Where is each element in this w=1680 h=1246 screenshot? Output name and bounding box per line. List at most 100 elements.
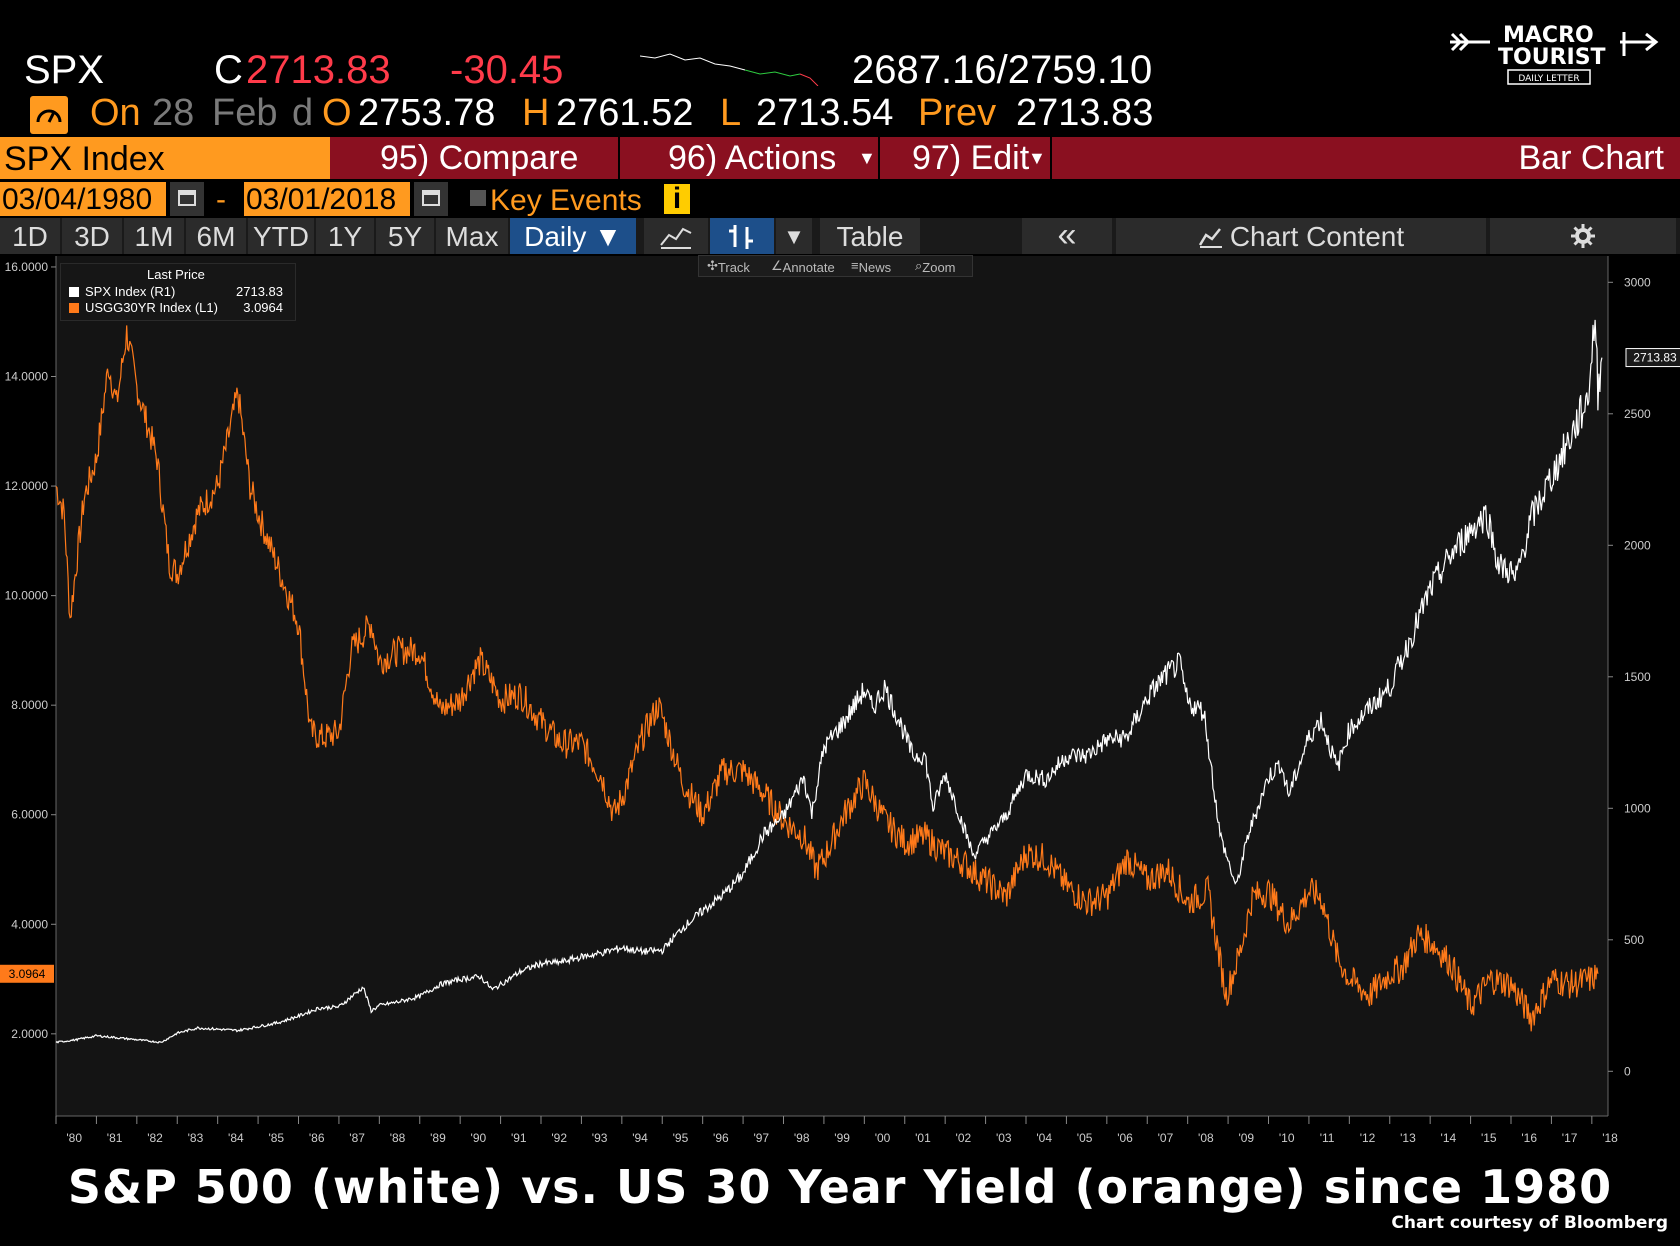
period-1d[interactable]: 1D xyxy=(0,218,60,254)
chart-content-button[interactable]: Chart Content xyxy=(1116,218,1486,254)
x-tick-label: '84 xyxy=(228,1131,244,1145)
high-label: H xyxy=(522,92,550,134)
x-tick-label: '07 xyxy=(1158,1131,1174,1145)
change-value: -30.45 xyxy=(450,48,564,92)
left-tick-label: 6.0000 xyxy=(11,808,48,822)
right-tick-label: 2000 xyxy=(1624,538,1651,552)
low-label: L xyxy=(720,92,742,134)
x-tick-label: '15 xyxy=(1481,1131,1497,1145)
period-5y[interactable]: 5Y xyxy=(376,218,434,254)
key-events-checkbox[interactable] xyxy=(470,190,486,206)
key-events-label: Key Events xyxy=(490,184,642,217)
settings-gear-icon[interactable] xyxy=(1490,218,1676,254)
logo-line2: TOURIST xyxy=(1498,45,1606,70)
legend-title: Last Price xyxy=(147,267,205,282)
x-tick-label: '11 xyxy=(1320,1131,1335,1145)
spx-series-line xyxy=(55,319,1603,1044)
x-tick-label: '95 xyxy=(673,1131,689,1145)
track-label: Track xyxy=(717,260,750,275)
start-date-input[interactable]: 03/04/1980 xyxy=(0,182,166,216)
edit-caret-icon[interactable]: ▼ xyxy=(1028,148,1046,168)
x-tick-label: '98 xyxy=(794,1131,810,1145)
spx-last-badge xyxy=(1625,348,1680,368)
logo-line3: DAILY LETTER xyxy=(1518,74,1579,84)
legend-swatch xyxy=(69,303,79,313)
open-label: O xyxy=(322,92,352,134)
annotate-tool[interactable]: ∠ Annotate xyxy=(771,258,835,275)
left-tick-label: 8.0000 xyxy=(11,698,48,712)
legend-item-spx[interactable]: SPX Index (R1) 2713.83 xyxy=(69,284,289,300)
left-tick-label: 4.0000 xyxy=(11,917,48,931)
zoom-tool[interactable]: ⌕ Zoom xyxy=(915,258,956,275)
x-tick-label: '93 xyxy=(592,1131,608,1145)
period-1m[interactable]: 1M xyxy=(124,218,184,254)
period-max[interactable]: Max xyxy=(436,218,508,254)
bar-chart-icon[interactable] xyxy=(710,218,774,254)
x-tick-label: '01 xyxy=(915,1131,931,1145)
prev-label: Prev xyxy=(918,92,997,134)
x-tick-label: '94 xyxy=(632,1131,648,1145)
info-icon[interactable]: i xyxy=(664,184,690,214)
chart-title: S&P 500 (white) vs. US 30 Year Yield (or… xyxy=(67,1160,1613,1214)
macro-tourist-logo: MACRO TOURIST DAILY LETTER xyxy=(1448,12,1668,90)
legend-item-yield[interactable]: USGG30YR Index (L1) 3.0964 xyxy=(69,300,289,316)
chart-tools-bar: ✣ Track ∠ Annotate ≡ News ⌕ Zoom xyxy=(698,255,973,277)
table-button[interactable]: Table xyxy=(820,218,920,254)
legend-label: USGG30YR Index (L1) xyxy=(85,300,218,315)
chart-type[interactable]: Bar Chart xyxy=(1518,139,1665,177)
track-tool[interactable]: ✣ Track xyxy=(707,258,750,275)
x-tick-label: '16 xyxy=(1521,1131,1537,1145)
plot-background xyxy=(56,256,1608,1116)
date-range-row: 03/04/1980 - 03/01/2018 Key Events i xyxy=(0,182,1680,218)
x-tick-label: '97 xyxy=(753,1131,769,1145)
period-ytd[interactable]: YTD xyxy=(248,218,314,254)
date-day: 28 xyxy=(152,92,195,134)
x-tick-label: '05 xyxy=(1077,1131,1093,1145)
d-label: d xyxy=(292,92,314,134)
ticker: SPX xyxy=(24,48,105,92)
annotate-label: Annotate xyxy=(782,260,835,275)
x-tick-label: '00 xyxy=(875,1131,891,1145)
x-tick-label: '09 xyxy=(1238,1131,1254,1145)
period-6m[interactable]: 6M xyxy=(186,218,246,254)
x-tick-label: '04 xyxy=(1036,1131,1052,1145)
collapse-button[interactable]: « xyxy=(1022,218,1112,254)
chart-style-dropdown[interactable]: ▼ xyxy=(776,218,812,254)
right-tick-label: 0 xyxy=(1624,1064,1631,1078)
x-tick-label: '85 xyxy=(268,1131,284,1145)
menu-separator xyxy=(1050,137,1052,179)
high-value: 2761.52 xyxy=(556,92,694,134)
quote-header: SPX C 2713.83 -30.45 2687.16/2759.10 xyxy=(0,40,1680,100)
zoom-label: Zoom xyxy=(922,260,956,275)
sparkline xyxy=(640,53,819,86)
chart-content-label: Chart Content xyxy=(1229,221,1405,252)
x-tick-label: '14 xyxy=(1441,1131,1457,1145)
menu-bar: SPX Index 95) Compare 96) Actions ▼ 97) … xyxy=(0,137,1680,179)
yield-series-line xyxy=(55,325,1599,1032)
compare-menu[interactable]: 95) Compare xyxy=(380,139,579,177)
legend-value: 2713.83 xyxy=(236,284,283,299)
period-3d[interactable]: 3D xyxy=(62,218,122,254)
actions-caret-icon[interactable]: ▼ xyxy=(858,148,876,168)
open-value: 2753.78 xyxy=(358,92,496,134)
x-tick-label: '82 xyxy=(147,1131,163,1145)
x-tick-label: '92 xyxy=(551,1131,567,1145)
line-chart-icon[interactable] xyxy=(644,218,708,254)
frequency-dropdown[interactable]: Daily ▼ xyxy=(510,218,636,254)
actions-menu[interactable]: 96) Actions xyxy=(668,139,837,177)
edit-menu[interactable]: 97) Edit xyxy=(912,139,1030,177)
x-tick-label: '18 xyxy=(1602,1131,1618,1145)
logo-line1: MACRO xyxy=(1503,23,1594,48)
left-tick-label: 16.0000 xyxy=(5,260,49,274)
period-1y[interactable]: 1Y xyxy=(316,218,374,254)
ohlc-header: On 28 Feb d O 2753.78 H 2761.52 L 2713.5… xyxy=(0,92,1680,136)
x-tick-label: '88 xyxy=(390,1131,406,1145)
calendar-icon[interactable] xyxy=(414,182,448,216)
gauge-icon[interactable] xyxy=(30,96,68,134)
calendar-icon[interactable] xyxy=(170,182,204,216)
end-date-input[interactable]: 03/01/2018 xyxy=(244,182,410,216)
security-name[interactable]: SPX Index xyxy=(0,137,330,179)
news-tool[interactable]: ≡ News xyxy=(851,258,892,275)
low-value: 2713.54 xyxy=(756,92,894,134)
